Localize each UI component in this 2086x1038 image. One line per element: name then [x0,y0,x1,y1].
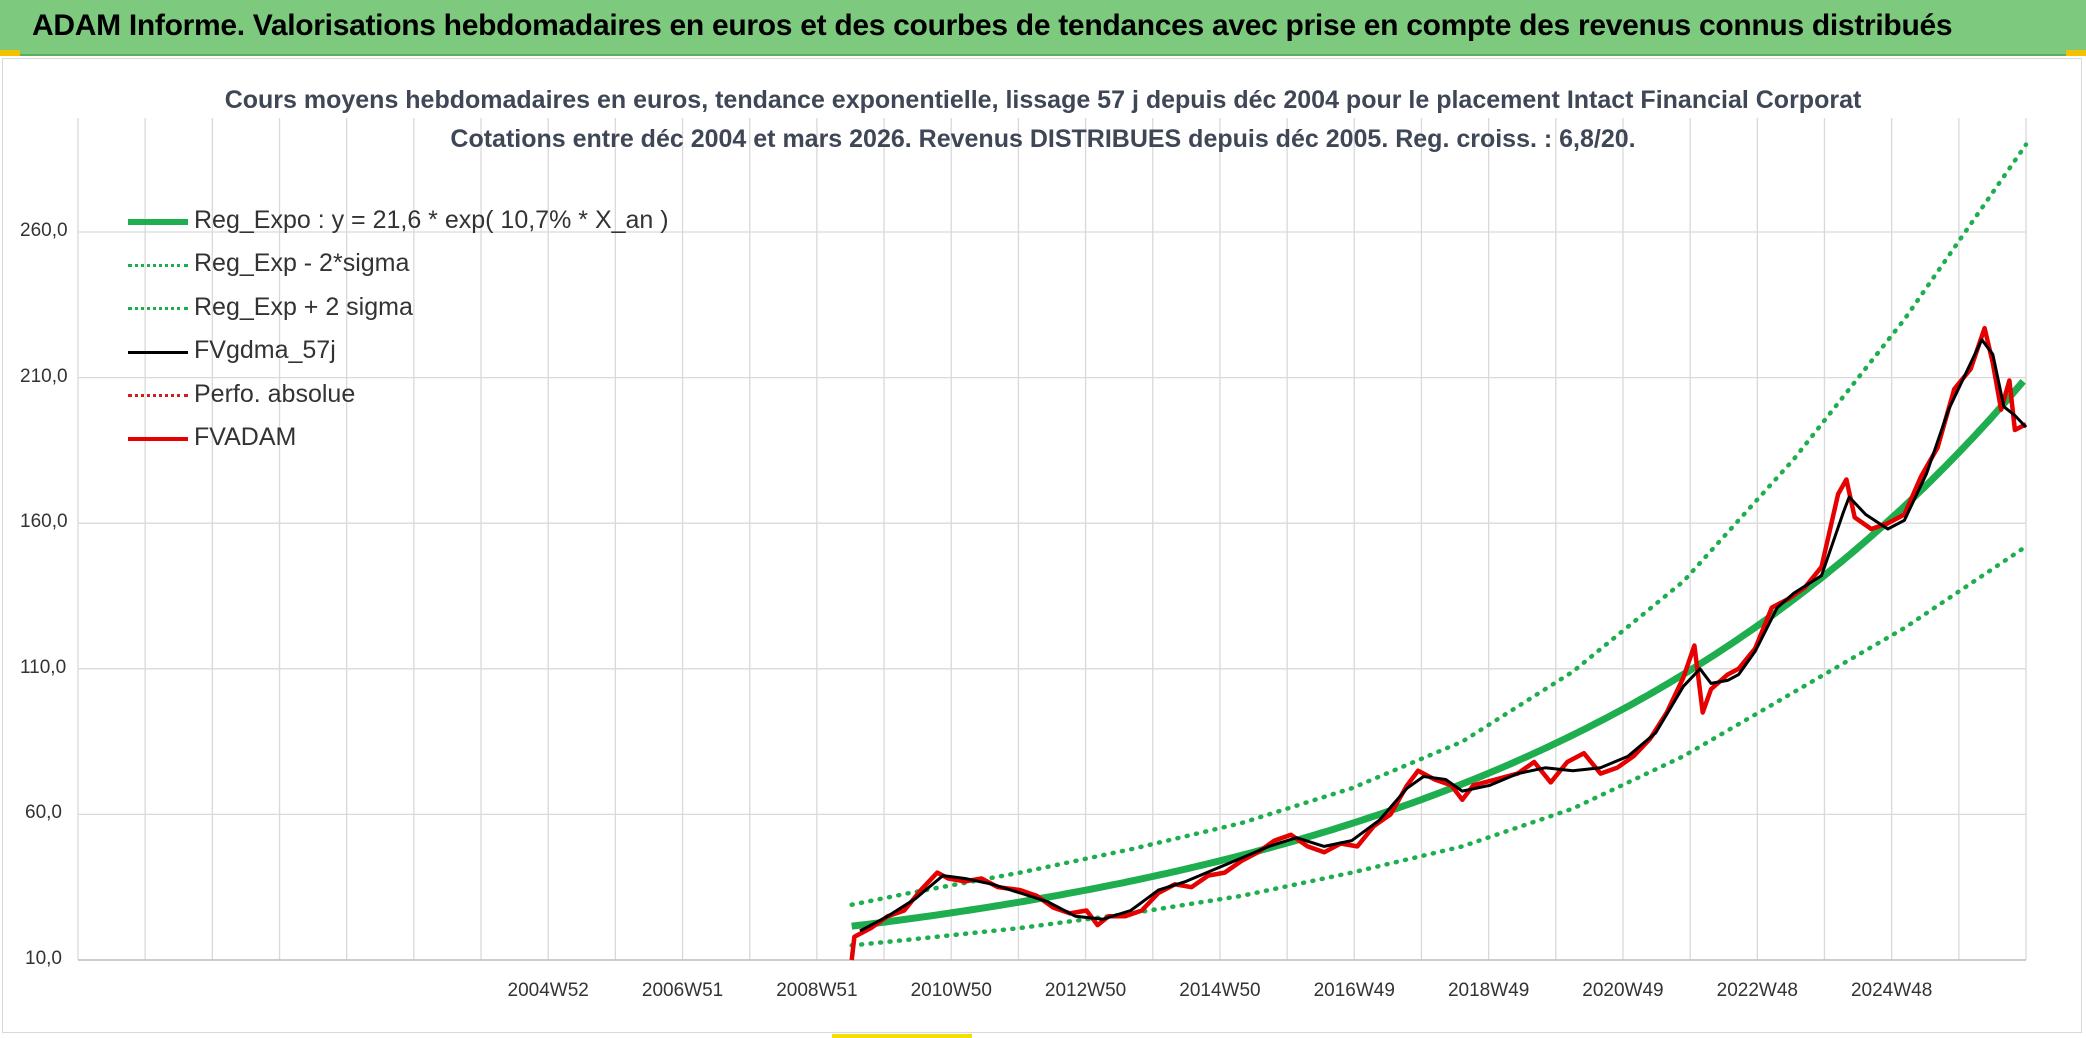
y-tick-label: 260,0 [20,220,68,241]
legend-label: Reg_Exp + 2 sigma [194,292,413,321]
banner-accent-left [0,50,20,56]
x-tick-label: 2016W49 [1313,980,1395,1001]
y-tick-label: 10,0 [25,948,62,969]
legend-label: FVgdma_57j [194,336,336,365]
x-tick-label: 2008W51 [776,980,858,1001]
legend-label: FVADAM [194,422,297,451]
series-line-2 [849,142,2029,907]
x-tick-label: 2018W49 [1447,980,1530,1001]
chart-frame [2,58,2082,1033]
chart-subtitle: Cotations entre déc 2004 et mars 2026. R… [450,125,1636,153]
legend-label: Reg_Exp - 2*sigma [194,249,410,278]
x-tick-label: 2014W50 [1179,980,1261,1001]
x-tick-label: 2024W48 [1850,980,1933,1001]
x-tick-label: 2020W49 [1582,980,1664,1001]
banner-accent-right [2066,50,2086,56]
chart-grid [77,118,2027,961]
banner-title: ADAM Informe. Valorisations hebdomadaire… [32,9,1953,42]
x-tick-label: 2012W50 [1044,980,1127,1001]
series-line-5 [849,325,2028,961]
legend-swatch [128,394,188,398]
x-tick-label: 2022W48 [1716,980,1798,1001]
chart-series [849,142,2029,961]
series-line-0 [851,379,2026,930]
series-line-1 [849,544,2029,948]
x-tick-label: 2010W50 [910,980,992,1001]
legend-swatch [128,350,188,354]
x-tick-label: 2004W52 [507,980,589,1001]
y-tick-label: 160,0 [20,511,68,533]
y-tick-label: 110,0 [20,656,67,678]
legend-swatch [128,436,188,441]
y-tick-label: 210,0 [20,365,68,387]
legend-swatch [128,263,188,267]
report-banner: ADAM Informe. Valorisations hebdomadaire… [0,0,2086,56]
y-tick-label: 60,0 [25,802,62,824]
chart-title: Cours moyens hebdomadaires en euros, ten… [224,86,1862,114]
series-line-3 [859,338,2028,933]
legend-swatch [128,307,188,311]
legend-swatch [128,219,188,225]
x-tick-label: 2006W51 [641,980,724,1001]
legend-label: Perfo. absolue [194,379,356,408]
legend-label: Reg_Expo : y = 21,6 * exp( 10,7% * X_an … [194,206,669,234]
bottom-accent [832,1034,972,1038]
